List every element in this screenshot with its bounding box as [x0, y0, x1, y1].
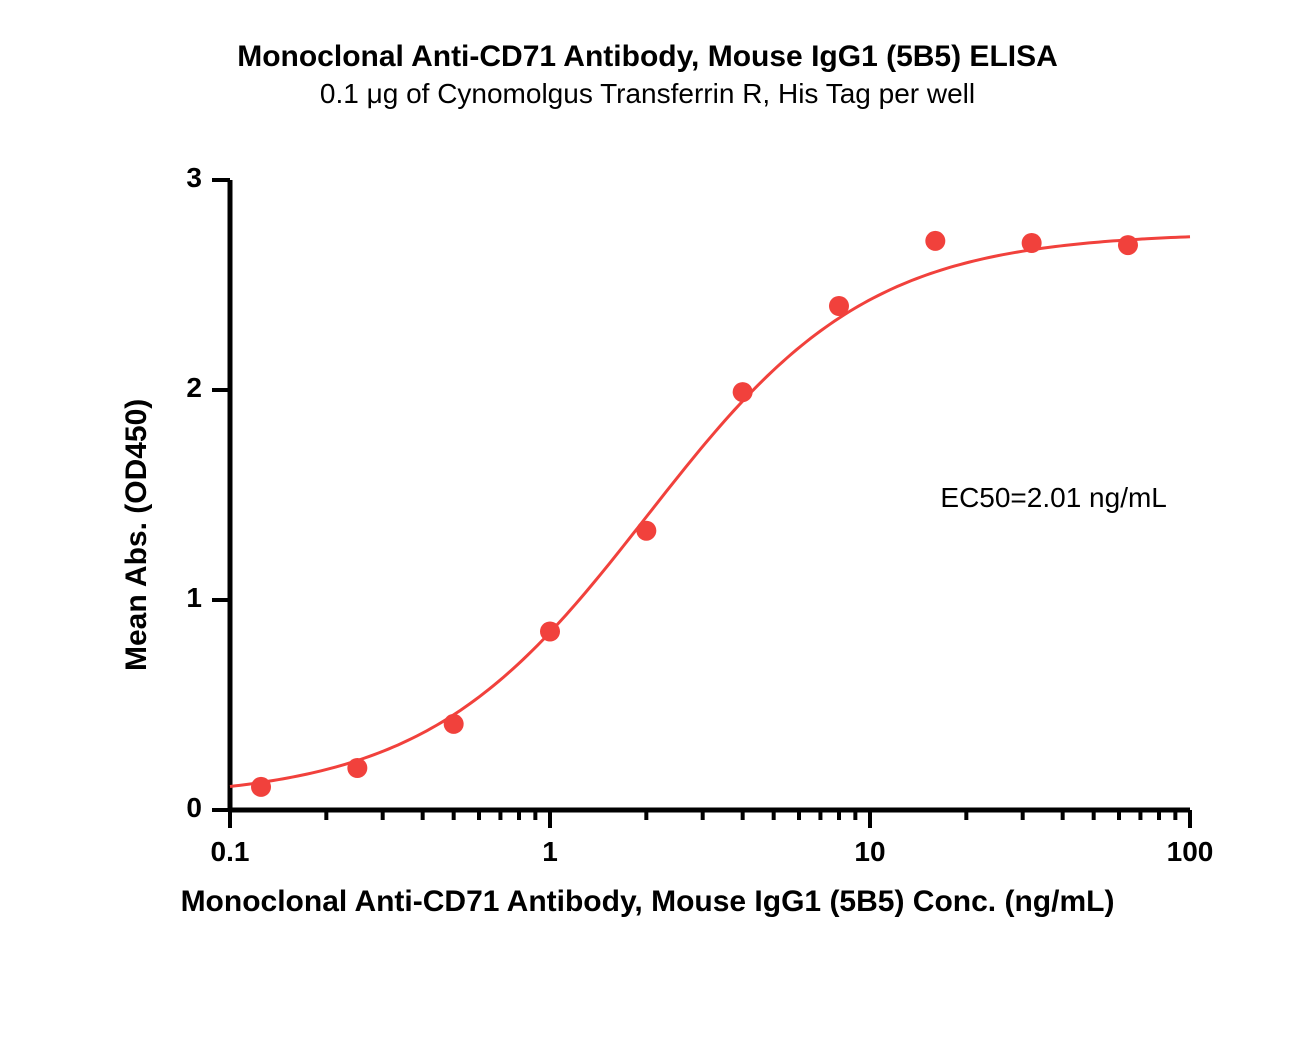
x-axis-label: Monoclonal Anti-CD71 Antibody, Mouse IgG… [0, 885, 1295, 919]
chart-container: Monoclonal Anti-CD71 Antibody, Mouse IgG… [0, 0, 1295, 1044]
tick-label: 3 [162, 162, 202, 194]
chart-title: Monoclonal Anti-CD71 Antibody, Mouse IgG… [0, 40, 1295, 74]
tick-label: 100 [1150, 836, 1230, 868]
tick-label: 2 [162, 372, 202, 404]
ec50-annotation: EC50=2.01 ng/mL [940, 482, 1167, 514]
y-axis-label: Mean Abs. (OD450) [120, 399, 154, 671]
tick-label: 1 [162, 582, 202, 614]
chart-subtitle: 0.1 μg of Cynomolgus Transferrin R, His … [0, 78, 1295, 110]
tick-label: 1 [510, 836, 590, 868]
tick-label: 0 [162, 792, 202, 824]
tick-label: 0.1 [190, 836, 270, 868]
tick-label: 10 [830, 836, 910, 868]
title-block: Monoclonal Anti-CD71 Antibody, Mouse IgG… [0, 40, 1295, 110]
